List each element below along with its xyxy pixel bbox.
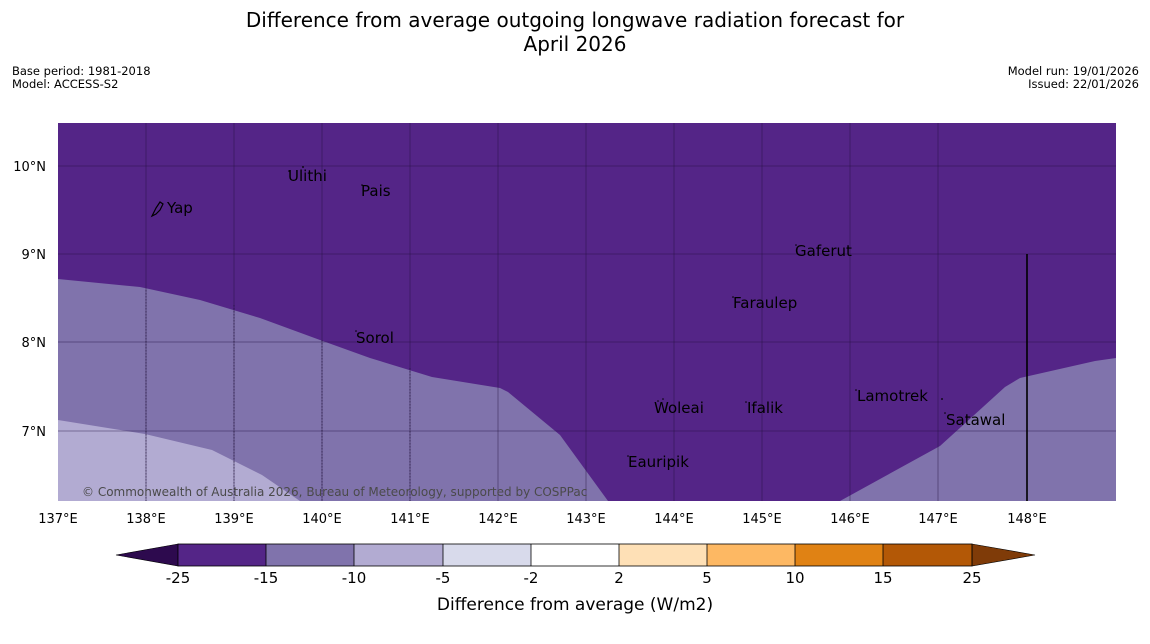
colorbar-tick-8: 15	[873, 569, 892, 587]
colorbar-tick-9: 25	[962, 569, 981, 587]
place-lamotrek: Lamotrek	[857, 387, 928, 405]
colorbar-title: Difference from average (W/m2)	[437, 595, 713, 615]
lon-tick-138E: 138°E	[126, 512, 166, 527]
map-panel: Yap Ulithi Pais Gaferut Faraulep Sorol W…	[58, 123, 1116, 501]
lon-tick-148E: 148°E	[1007, 512, 1047, 527]
colorbar-tick-5: 2	[614, 569, 624, 587]
yap-island-shape	[150, 201, 164, 218]
base-period: Base period: 1981-2018	[12, 64, 151, 78]
colorbar-extend-low	[115, 543, 179, 567]
model-run: Model run: 19/01/2026	[1007, 64, 1139, 78]
place-faraulep: Faraulep	[733, 294, 797, 312]
map-title-line1: Difference from average outgoing longwav…	[245, 8, 905, 32]
place-eauripik: Eauripik	[628, 453, 689, 471]
region-minus10-minus5-west	[58, 420, 300, 501]
lon-tick-142E: 142°E	[478, 512, 518, 527]
colorbar-tick-3: -5	[436, 569, 451, 587]
gridlines	[58, 123, 1116, 501]
lat-tick-7N: 7°N	[22, 425, 47, 440]
colorbar: -25 -15 -10 -5 -2 2 5 10 15 25 Differenc…	[115, 543, 1036, 615]
lon-tick-145E: 145°E	[742, 512, 782, 527]
place-woleai: Woleai	[654, 399, 704, 417]
place-ulithi: Ulithi	[288, 167, 327, 185]
colorbar-tick-4: -2	[524, 569, 539, 587]
colorbar-bin-8	[883, 544, 972, 566]
lon-tick-146E: 146°E	[830, 512, 870, 527]
colorbar-bin-6	[707, 544, 795, 566]
colorbar-tick-0: -25	[166, 569, 191, 587]
dotted-meridians	[145, 290, 411, 501]
lon-tick-147E: 147°E	[918, 512, 958, 527]
place-satawal: Satawal	[946, 411, 1005, 429]
issued-date: Issued: 22/01/2026	[1028, 77, 1139, 91]
lon-tick-144E: 144°E	[654, 512, 694, 527]
lat-tick-8N: 8°N	[22, 336, 47, 351]
colorbar-bin-7	[795, 544, 883, 566]
colorbar-bin-4	[531, 544, 619, 566]
place-yap: Yap	[166, 199, 193, 217]
place-sorol: Sorol	[356, 329, 394, 347]
lon-tick-139E: 139°E	[214, 512, 254, 527]
colorbar-tick-1: -15	[254, 569, 279, 587]
colorbar-tick-2: -10	[342, 569, 367, 587]
region-minus15-minus10-west	[58, 279, 608, 501]
colorbar-bin-5	[619, 544, 707, 566]
region-minus15-minus10-east	[840, 358, 1116, 501]
base-info: Base period: 1981-2018 Model: ACCESS-S2	[12, 65, 151, 91]
lon-tick-140E: 140°E	[302, 512, 342, 527]
place-pais: Pais	[361, 182, 391, 200]
copyright-notice: © Commonwealth of Australia 2026, Bureau…	[82, 485, 587, 499]
colorbar-tick-7: 10	[785, 569, 804, 587]
lat-tick-10N: 10°N	[13, 160, 46, 175]
place-ifalik: Ifalik	[747, 399, 783, 417]
colorbar-bin-2	[354, 544, 443, 566]
colorbar-bin-3	[443, 544, 531, 566]
lat-tick-9N: 9°N	[22, 248, 47, 263]
lon-tick-137E: 137°E	[38, 512, 78, 527]
lon-tick-143E: 143°E	[566, 512, 606, 527]
lon-tick-141E: 141°E	[390, 512, 430, 527]
place-gaferut: Gaferut	[795, 242, 852, 260]
colorbar-bin-0	[178, 544, 266, 566]
colorbar-bin-1	[266, 544, 354, 566]
island-dots	[288, 166, 946, 457]
map-title: Difference from average outgoing longwav…	[0, 8, 1150, 56]
model-name: Model: ACCESS-S2	[12, 77, 119, 91]
run-info: Model run: 19/01/2026 Issued: 22/01/2026	[1008, 65, 1139, 91]
colorbar-tick-6: 5	[702, 569, 712, 587]
map-title-line2: April 2026	[523, 32, 627, 56]
colorbar-extend-high	[971, 543, 1036, 567]
